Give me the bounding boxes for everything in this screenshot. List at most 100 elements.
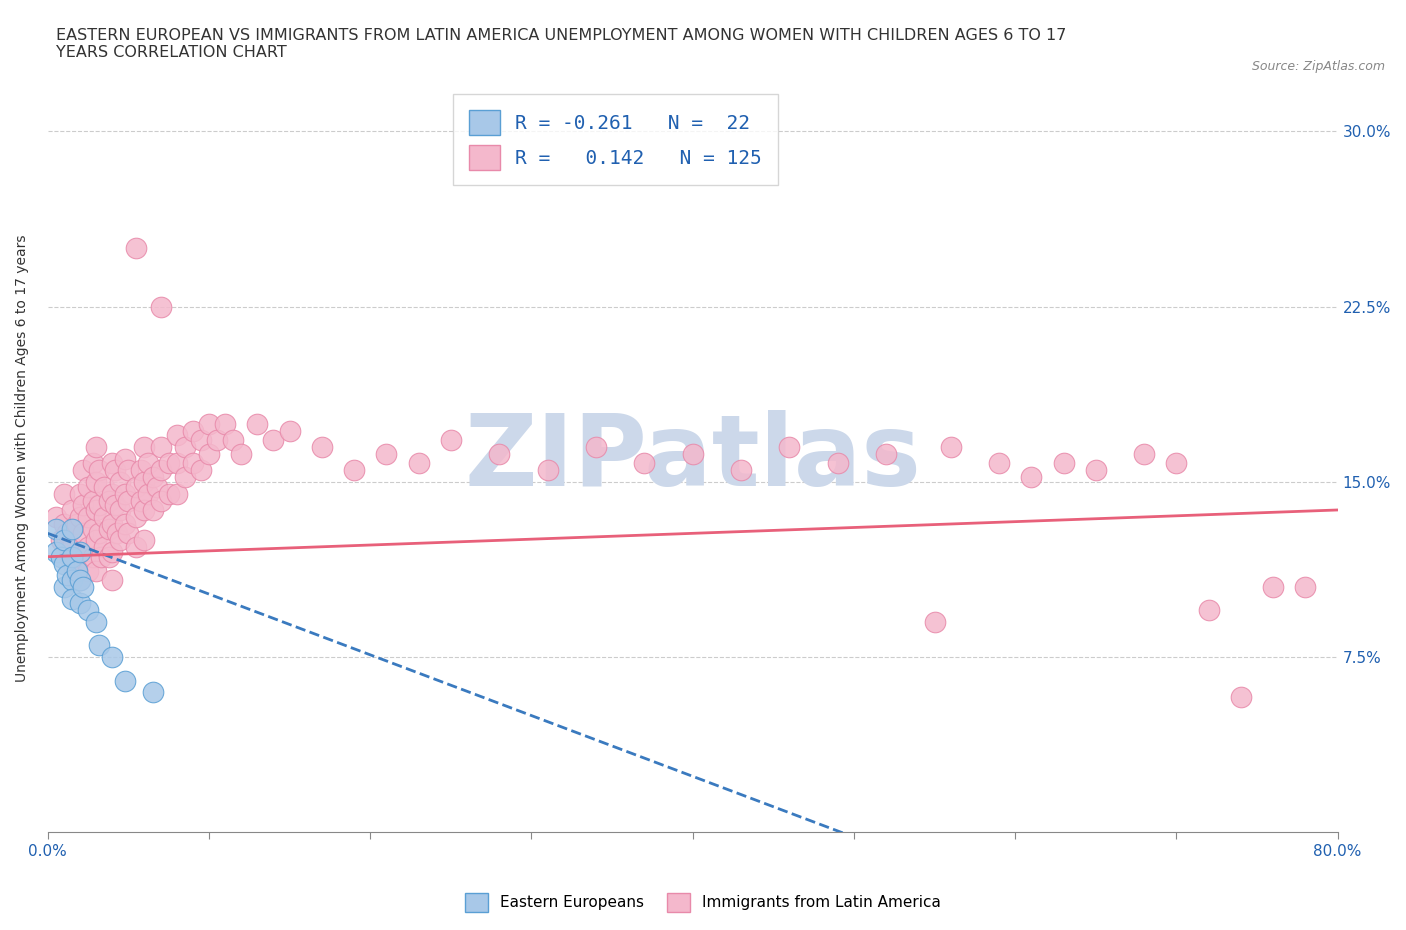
Point [149,463,172,478]
Point [69,486,91,501]
Point [136,486,159,501]
Point [142,502,165,517]
Point [84,533,107,548]
Point [125,540,148,555]
Point [45,521,67,536]
Point [114,486,136,501]
Point [58,550,80,565]
Point [49,550,72,565]
Point [149,440,172,455]
Point [142,684,165,699]
Point [66,516,89,531]
Point [536,463,558,478]
Point [827,456,849,471]
Point [125,479,148,494]
Point [89,463,111,478]
Point [52,486,75,501]
Point [82,493,104,508]
Point [56,568,79,583]
Point [84,502,107,517]
Point [84,615,107,630]
Point [72,525,94,540]
Point [488,446,510,461]
Point [117,463,139,478]
Point [66,564,89,578]
Point [60,573,83,588]
Point [125,241,148,256]
Point [1263,579,1285,594]
Point [134,533,156,548]
Point [440,432,463,447]
Point [110,474,132,489]
Point [157,456,180,471]
Point [52,556,75,571]
Point [149,493,172,508]
Point [110,533,132,548]
Point [1052,456,1074,471]
Point [205,432,228,447]
Point [52,516,75,531]
Point [149,299,172,314]
Point [125,510,148,525]
Point [89,638,111,653]
Point [77,540,100,555]
Legend: R = -0.261   N =  22, R =   0.142   N = 125: R = -0.261 N = 22, R = 0.142 N = 125 [453,95,778,185]
Point [69,545,91,560]
Point [45,510,67,525]
Point [730,463,752,478]
Point [134,440,156,455]
Point [924,615,946,630]
Point [84,564,107,578]
Point [49,533,72,548]
Point [166,428,188,443]
Point [231,446,253,461]
Point [98,493,121,508]
Point [166,456,188,471]
Point [101,650,124,665]
Point [73,550,96,565]
Point [101,486,124,501]
Point [105,525,128,540]
Point [408,456,430,471]
Point [1133,446,1156,461]
Point [181,423,204,438]
Point [1166,456,1188,471]
Point [278,423,301,438]
Point [214,416,236,431]
Point [56,525,79,540]
Point [98,550,121,565]
Point [101,573,124,588]
Point [77,510,100,525]
Point [134,502,156,517]
Point [60,550,83,565]
Point [129,493,152,508]
Point [173,470,195,485]
Point [146,479,169,494]
Point [77,479,100,494]
Point [988,456,1011,471]
Point [52,533,75,548]
Point [117,525,139,540]
Point [52,579,75,594]
Point [84,440,107,455]
Text: Source: ZipAtlas.com: Source: ZipAtlas.com [1251,60,1385,73]
Point [136,456,159,471]
Point [117,493,139,508]
Point [134,474,156,489]
Point [69,596,91,611]
Point [62,564,84,578]
Point [190,432,212,447]
Point [311,440,333,455]
Point [101,545,124,560]
Point [82,550,104,565]
Point [69,573,91,588]
Point [93,479,115,494]
Point [246,416,269,431]
Point [89,498,111,512]
Point [1198,603,1220,618]
Point [69,510,91,525]
Point [375,446,398,461]
Point [72,498,94,512]
Point [585,440,607,455]
Point [101,516,124,531]
